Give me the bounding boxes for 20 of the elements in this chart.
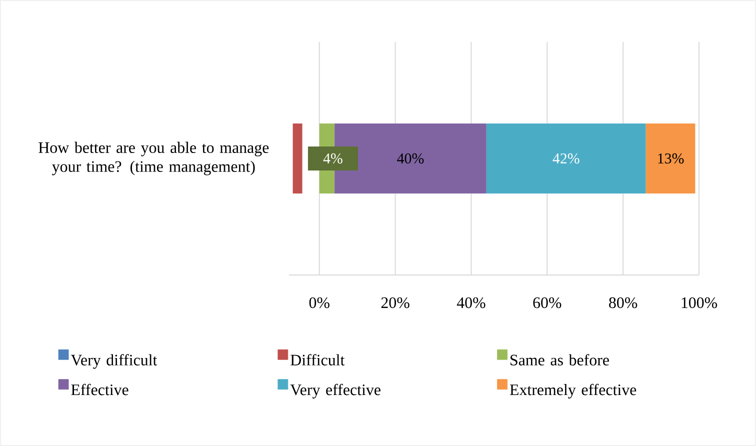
data-label: 42% bbox=[552, 153, 580, 164]
bar bbox=[292, 124, 302, 194]
legend-label: Extremely effective bbox=[510, 384, 636, 398]
legend-label: Very difficult bbox=[70, 354, 158, 369]
legend-label: Effective bbox=[71, 384, 128, 396]
x-tick-label: 100% bbox=[682, 297, 718, 308]
legend-label: Difficult bbox=[290, 354, 345, 366]
x-tick-label: 60% bbox=[533, 297, 562, 308]
x-tick-label: 20% bbox=[381, 297, 410, 308]
data-label: 4% bbox=[323, 153, 342, 164]
data-label: 40% bbox=[397, 153, 424, 164]
bar bbox=[646, 124, 696, 194]
x-tick-label: 40% bbox=[456, 297, 486, 308]
legend-label: Same as before bbox=[510, 354, 609, 366]
legend-label: Very effective bbox=[290, 384, 380, 398]
bar bbox=[486, 124, 646, 194]
x-tick-label: 80% bbox=[609, 297, 638, 308]
x-tick-label: 0% bbox=[309, 297, 330, 308]
y-tick-label: How better are you able to manage your time? (time management) bbox=[38, 142, 269, 176]
data-label: 13% bbox=[658, 153, 684, 164]
